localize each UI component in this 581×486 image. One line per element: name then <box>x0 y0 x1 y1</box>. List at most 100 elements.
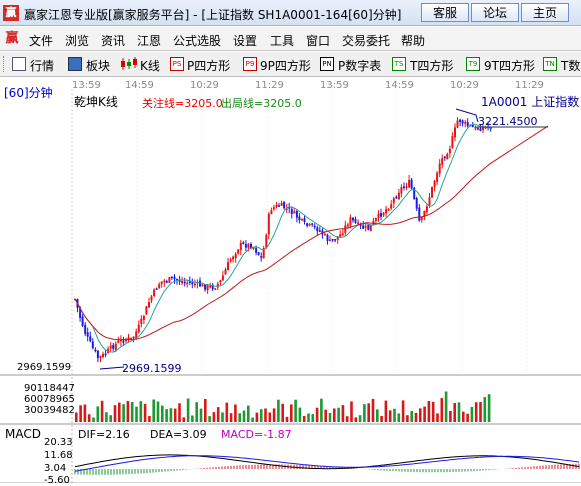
candle-body <box>163 280 166 283</box>
toolbar-grip[interactable] <box>3 56 7 72</box>
candle-body <box>165 281 168 283</box>
forum-button[interactable]: 论坛 <box>471 3 519 22</box>
volume-bar <box>290 404 293 422</box>
volume-bar <box>100 400 104 422</box>
volume-bar <box>431 401 435 422</box>
candle-body <box>390 204 393 209</box>
candle-body <box>308 223 311 226</box>
volume-bar <box>195 402 198 422</box>
toolbar-quotes-button[interactable]: 行情 <box>30 59 55 73</box>
toolbar-9t-square-button[interactable]: 9T四方形 <box>484 59 535 73</box>
home-button[interactable]: 主页 <box>521 3 569 22</box>
kline-chart[interactable] <box>0 77 581 483</box>
candle-body <box>448 148 451 154</box>
candle-body <box>214 288 217 290</box>
candle-body <box>387 209 390 211</box>
candle-body <box>290 209 293 214</box>
volume-bar <box>212 412 216 422</box>
candle-body <box>385 208 388 214</box>
menu-tools[interactable]: 工具 <box>270 34 295 48</box>
time-tick: 10:29 <box>450 80 479 91</box>
p9-icon: P9 <box>243 57 257 71</box>
candle-body <box>456 120 459 128</box>
candle-body <box>137 324 140 333</box>
volume-bar <box>148 416 151 422</box>
symbol-name: 1A0001 上证指数 <box>481 95 580 109</box>
time-tick: 13:59 <box>320 80 349 91</box>
candle-body <box>415 198 418 209</box>
candle-body <box>125 339 127 342</box>
macd-title[interactable]: MACD <box>5 427 41 441</box>
candle-body <box>104 353 107 356</box>
volume-bar <box>358 415 362 422</box>
menu-trading[interactable]: 交易委托 <box>342 34 391 48</box>
ma-slow-line <box>74 125 549 341</box>
chart-area[interactable]: 13:59 14:59 10:29 11:29 13:59 14:59 10:2… <box>0 77 581 486</box>
candle-body <box>479 128 482 131</box>
volume-axis-label: 30039482 <box>24 405 75 416</box>
volume-bar <box>83 404 87 422</box>
candle-body <box>321 230 324 235</box>
candle-body <box>89 336 92 342</box>
menu-file[interactable]: 文件 <box>29 34 54 48</box>
menu-gann[interactable]: 江恩 <box>137 34 162 48</box>
volume-bar <box>294 399 297 422</box>
candle-body <box>318 230 321 232</box>
candle-body <box>413 187 416 199</box>
candle-body <box>239 242 242 251</box>
toolbar-9p-square-button[interactable]: 9P四方形 <box>260 59 311 73</box>
candle-body <box>352 217 354 221</box>
candle-body <box>130 337 133 340</box>
candle-body <box>431 186 433 198</box>
toolbar-kline-button[interactable]: K线 <box>140 59 160 73</box>
candle-body <box>293 211 296 214</box>
volume-bar <box>449 411 452 422</box>
candle-body <box>178 280 181 282</box>
customer-service-button[interactable]: 客服 <box>421 3 469 22</box>
menu-settings[interactable]: 设置 <box>233 34 258 48</box>
time-tick: 11:29 <box>515 80 544 91</box>
volume-bar <box>376 409 379 422</box>
volume-bar <box>242 410 246 422</box>
menu-window[interactable]: 窗口 <box>306 34 331 48</box>
volume-bar <box>410 411 413 422</box>
menu-help[interactable]: 帮助 <box>401 34 426 48</box>
candle-body <box>428 197 431 206</box>
toolbar-p-number-table-button[interactable]: P数字表 <box>338 59 382 73</box>
candle-body <box>303 218 306 222</box>
volume-bar <box>419 408 422 422</box>
candle-body <box>283 201 286 209</box>
indicator-title[interactable]: 乾坤K线 <box>74 95 118 109</box>
candle-body <box>311 223 314 225</box>
candle-body <box>221 275 224 281</box>
menu-formula-screening[interactable]: 公式选股 <box>173 34 222 48</box>
macd-dif-value: DIF=2.16 <box>78 428 130 441</box>
period-label[interactable]: [60]分钟 <box>4 86 53 100</box>
candle-body <box>380 213 382 217</box>
volume-bar <box>474 402 478 422</box>
toolbar-p-square-button[interactable]: P四方形 <box>187 59 231 73</box>
candle-body <box>224 269 227 275</box>
candle-body <box>91 341 94 349</box>
volume-bar <box>182 417 186 422</box>
menu-browse[interactable]: 浏览 <box>65 34 90 48</box>
toolbar-t-square-button[interactable]: T四方形 <box>410 59 454 73</box>
toolbar-t-number-button[interactable]: T数 <box>561 59 581 73</box>
candle-body <box>329 239 331 242</box>
volume-bar <box>96 406 100 422</box>
menu-info[interactable]: 资讯 <box>101 34 126 48</box>
menu-logo-icon[interactable]: 赢 <box>5 31 19 46</box>
volume-bar <box>302 416 306 422</box>
toolbar-sectors-button[interactable]: 板块 <box>86 59 111 73</box>
candle-body <box>316 227 319 232</box>
volume-bar <box>333 408 336 422</box>
volume-bar <box>350 401 353 422</box>
attention-line-label: 关注线=3205.0 <box>142 97 223 110</box>
candle-body <box>397 192 400 200</box>
volume-axis-label: 90118447 <box>24 383 75 394</box>
candle-body <box>354 219 357 223</box>
candle-body <box>377 213 380 219</box>
candle-body <box>255 248 258 253</box>
volume-bar <box>354 417 358 422</box>
candle-body <box>204 284 207 290</box>
